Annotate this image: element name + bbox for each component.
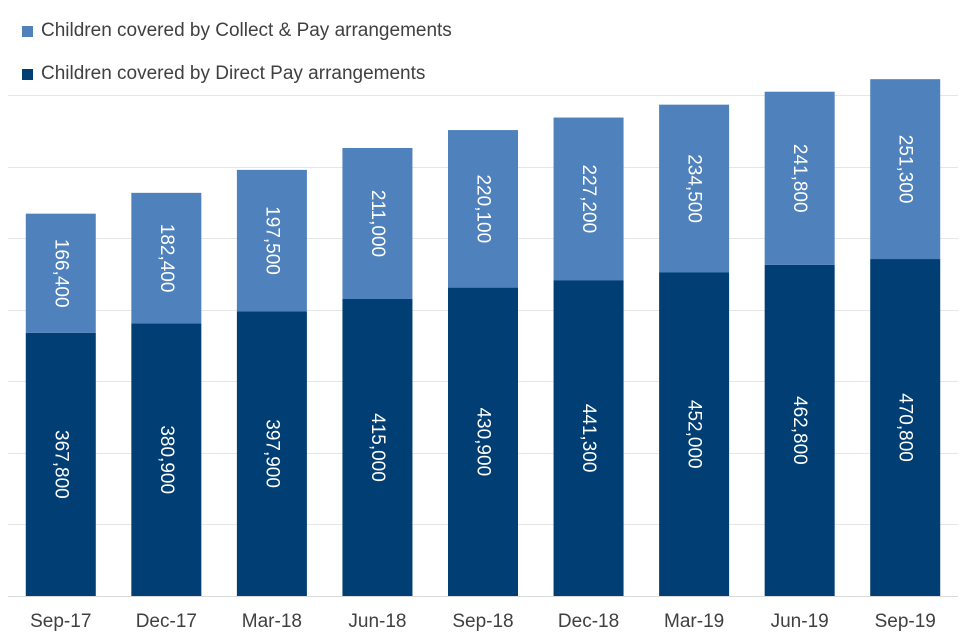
data-label-collect-pay: 241,800 (789, 144, 810, 213)
bar-collect-pay (870, 79, 941, 260)
data-label-collect-pay: 227,200 (578, 165, 599, 234)
x-tick-label: Jun-18 (348, 611, 406, 632)
data-label-direct-pay: 397,900 (261, 419, 282, 488)
x-tick-label: Sep-17 (30, 611, 91, 632)
bar-direct-pay (342, 298, 413, 596)
bar-collect-pay (25, 213, 96, 333)
bar-collect-pay (764, 91, 835, 265)
bar-collect-pay (131, 192, 202, 324)
data-label-collect-pay: 182,400 (156, 224, 177, 293)
bar-direct-pay (448, 287, 518, 596)
x-tick-label: Sep-18 (452, 611, 513, 632)
bar-collect-pay (659, 104, 730, 273)
data-label-direct-pay: 462,800 (789, 396, 810, 465)
x-axis-ticks: Sep-17 Dec-17 Mar-18 Jun-18 Sep-18 Dec-18 Mar-… (30, 611, 936, 632)
data-label-direct-pay: 452,000 (684, 400, 705, 469)
data-label-direct-pay: 415,000 (367, 413, 388, 482)
bar-collect-pay (342, 147, 413, 299)
data-label-direct-pay: 430,900 (473, 407, 494, 476)
data-label-direct-pay: 441,300 (578, 404, 599, 473)
data-label-direct-pay: 470,800 (895, 393, 916, 462)
legend-item-collect-pay: Children covered by Collect & Pay arrang… (22, 20, 452, 42)
data-label-collect-pay: 197,500 (261, 206, 282, 275)
bar-direct-pay (659, 272, 730, 596)
bar-direct-pay (236, 311, 307, 596)
x-tick-label: Jun-19 (771, 611, 829, 632)
x-tick-label: Dec-18 (558, 611, 619, 632)
x-tick-label: Mar-18 (242, 611, 302, 632)
bar-direct-pay (870, 259, 941, 596)
legend-item-direct-pay: Children covered by Direct Pay arrangeme… (22, 63, 425, 85)
bar-direct-pay (764, 264, 835, 596)
x-tick-label: Dec-17 (136, 611, 197, 632)
bars (25, 79, 941, 596)
bar-collect-pay (236, 169, 307, 312)
legend-swatch-direct-pay (22, 68, 33, 80)
bar-direct-pay (131, 323, 202, 596)
legend-label-direct-pay: Children covered by Direct Pay arrangeme… (41, 63, 426, 84)
data-label-direct-pay: 380,900 (156, 425, 177, 494)
bar-direct-pay (553, 280, 624, 596)
bar-direct-pay (25, 332, 96, 596)
bar-collect-pay (553, 117, 624, 281)
legend-label-collect-pay: Children covered by Collect & Pay arrang… (41, 20, 452, 41)
data-label-collect-pay: 166,400 (50, 239, 71, 308)
data-label-collect-pay: 234,500 (684, 154, 705, 223)
data-label-collect-pay: 251,300 (895, 135, 916, 204)
x-tick-label: Sep-19 (875, 611, 936, 632)
bar-collect-pay (448, 130, 518, 288)
data-label-direct-pay: 367,800 (50, 430, 71, 499)
legend-swatch-collect-pay (22, 25, 33, 37)
data-labels: 367,800 166,400 380,900 182,400 397,900 197,5… (50, 135, 915, 499)
x-tick-label: Mar-19 (664, 611, 724, 632)
data-label-collect-pay: 220,100 (473, 174, 494, 243)
data-label-collect-pay: 211,000 (367, 190, 388, 257)
